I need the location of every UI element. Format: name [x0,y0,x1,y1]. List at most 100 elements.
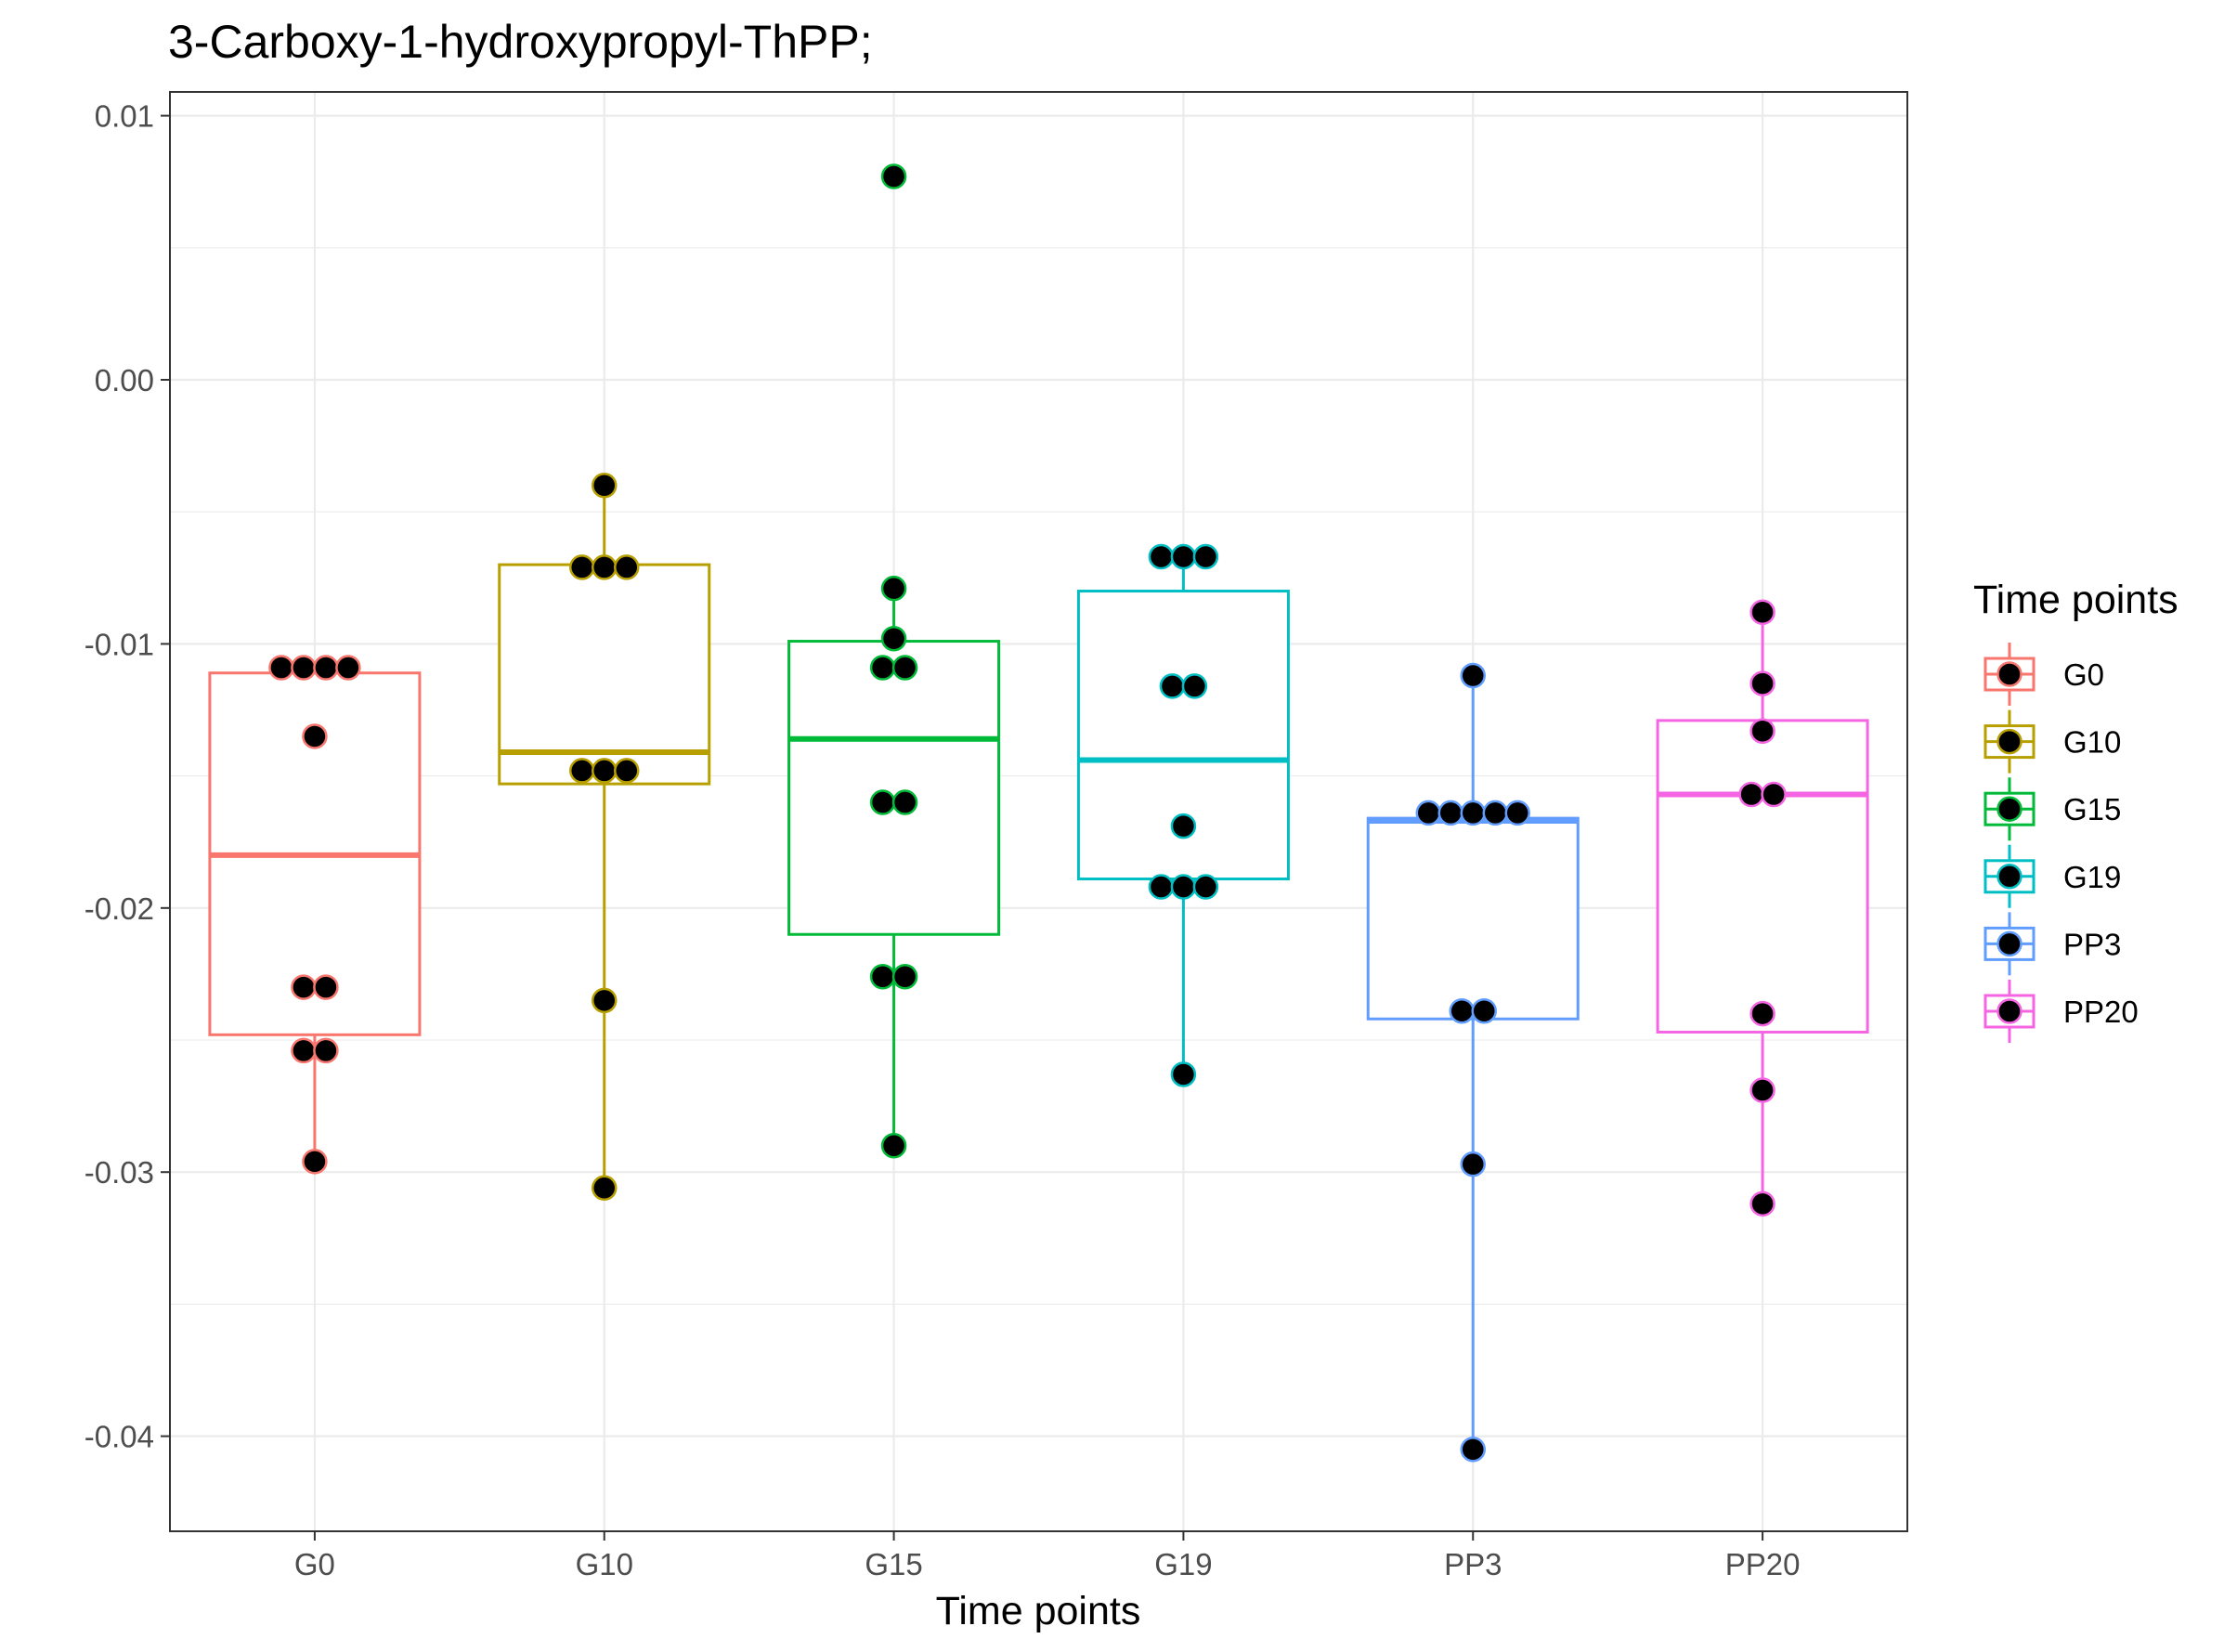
box-PP3 [1366,675,1580,1450]
data-point-G15 [880,625,907,652]
data-point-G19 [1148,543,1175,570]
legend-item-PP20: PP20 [1983,980,2139,1043]
x-tick-label: G15 [865,1547,922,1581]
y-tick-label: -0.03 [85,1155,154,1190]
data-point-G19 [1170,1061,1197,1087]
data-point-G0 [268,655,294,681]
data-point-PP3 [1460,800,1486,826]
data-point-G0 [313,974,339,1000]
panel-border [169,91,1908,1532]
legend-key-point [1996,930,2022,957]
data-point-G19 [1159,673,1186,699]
data-point-G15 [869,655,896,681]
legend-items: G0 G10 G15 G19 PP3 PP20 [1983,643,2139,1043]
legend-key-point [1996,661,2022,687]
data-point-G10 [592,758,618,784]
data-point-G15 [891,655,918,681]
data-point-PP20 [1749,670,1775,696]
data-point-G0 [291,1037,317,1064]
x-tick-label: G19 [1154,1547,1212,1581]
data-point-PP3 [1415,800,1441,826]
data-point-PP20 [1738,781,1764,808]
data-point-PP20 [1761,781,1787,808]
data-point-G10 [569,758,595,784]
box-layer [208,485,1869,1450]
data-point-PP3 [1460,1151,1486,1177]
data-point-PP20 [1749,718,1775,745]
data-point-G0 [335,655,361,681]
x-axis-title: Time points [936,1589,1141,1633]
data-point-G10 [614,758,640,784]
data-point-G10 [614,554,640,580]
data-point-G19 [1148,874,1175,900]
legend-label: G0 [2063,657,2104,692]
data-point-G10 [592,554,618,580]
data-point-PP3 [1460,1437,1486,1463]
axis-layer: 0.01 0.00 -0.01 -0.02 -0.03 -0.04 G0 G10 G15 G19 P… [85,99,1801,1581]
legend-item-G10: G10 [1983,709,2121,774]
data-point-G15 [891,789,918,815]
legend-key-point [1996,998,2022,1024]
data-point-G15 [869,789,896,815]
data-point-G10 [569,554,595,580]
data-point-G0 [313,1037,339,1064]
legend-item-PP3: PP3 [1983,912,2121,976]
y-tick-label: -0.04 [85,1420,154,1454]
data-point-G15 [880,163,907,189]
data-point-PP20 [1749,1077,1775,1103]
box-iqr [1366,816,1580,1021]
box-iqr [787,640,1001,936]
legend-item-G19: G19 [1983,844,2121,908]
x-tick-label: G0 [294,1547,335,1581]
data-point-G19 [1170,543,1197,570]
data-point-PP20 [1749,599,1775,626]
data-point-G15 [880,575,907,602]
data-point-G0 [291,655,317,681]
box-G10 [498,485,711,1189]
legend-key-point [1996,796,2022,822]
data-point-PP3 [1437,800,1463,826]
y-tick-label: -0.02 [85,891,154,926]
data-point-PP3 [1504,800,1530,826]
legend: Time points G0 G10 G15 G19 PP3 PP20 [1973,578,2178,1043]
legend-title: Time points [1973,578,2178,622]
data-point-G10 [592,987,618,1014]
data-point-G15 [891,964,918,990]
data-point-G15 [869,964,896,990]
data-point-PP20 [1749,1000,1775,1027]
y-tick-label: -0.01 [85,627,154,661]
data-point-G15 [880,1133,907,1159]
x-tick-label: PP20 [1725,1547,1801,1581]
x-tick-label: G10 [576,1547,633,1581]
point-layer [268,163,1787,1463]
data-point-G0 [291,974,317,1000]
data-point-PP3 [1471,997,1497,1024]
y-tick-label: 0.01 [95,99,154,134]
legend-label: G19 [2063,860,2121,894]
legend-label: G10 [2063,725,2121,760]
y-tick-label: 0.00 [95,363,154,397]
box-G15 [787,588,1001,1146]
data-point-PP3 [1449,997,1475,1024]
data-point-G0 [313,655,339,681]
data-point-G10 [592,473,618,499]
data-point-G0 [302,1149,328,1175]
data-point-G19 [1192,543,1219,570]
data-point-PP20 [1749,1190,1775,1217]
data-point-G19 [1170,813,1197,839]
legend-label: PP20 [2063,995,2139,1029]
legend-item-G15: G15 [1983,777,2121,841]
data-point-PP3 [1482,800,1508,826]
data-point-G19 [1170,874,1197,900]
legend-item-G0: G0 [1983,643,2104,706]
data-point-G10 [592,1175,618,1202]
data-point-G19 [1192,874,1219,900]
data-point-G19 [1181,673,1208,699]
box-PP20 [1656,612,1869,1204]
legend-key-point [1996,864,2022,890]
chart-title: 3-Carboxy-1-hydroxypropyl-ThPP; [168,16,873,68]
legend-label: G15 [2063,792,2121,826]
x-tick-label: PP3 [1444,1547,1502,1581]
